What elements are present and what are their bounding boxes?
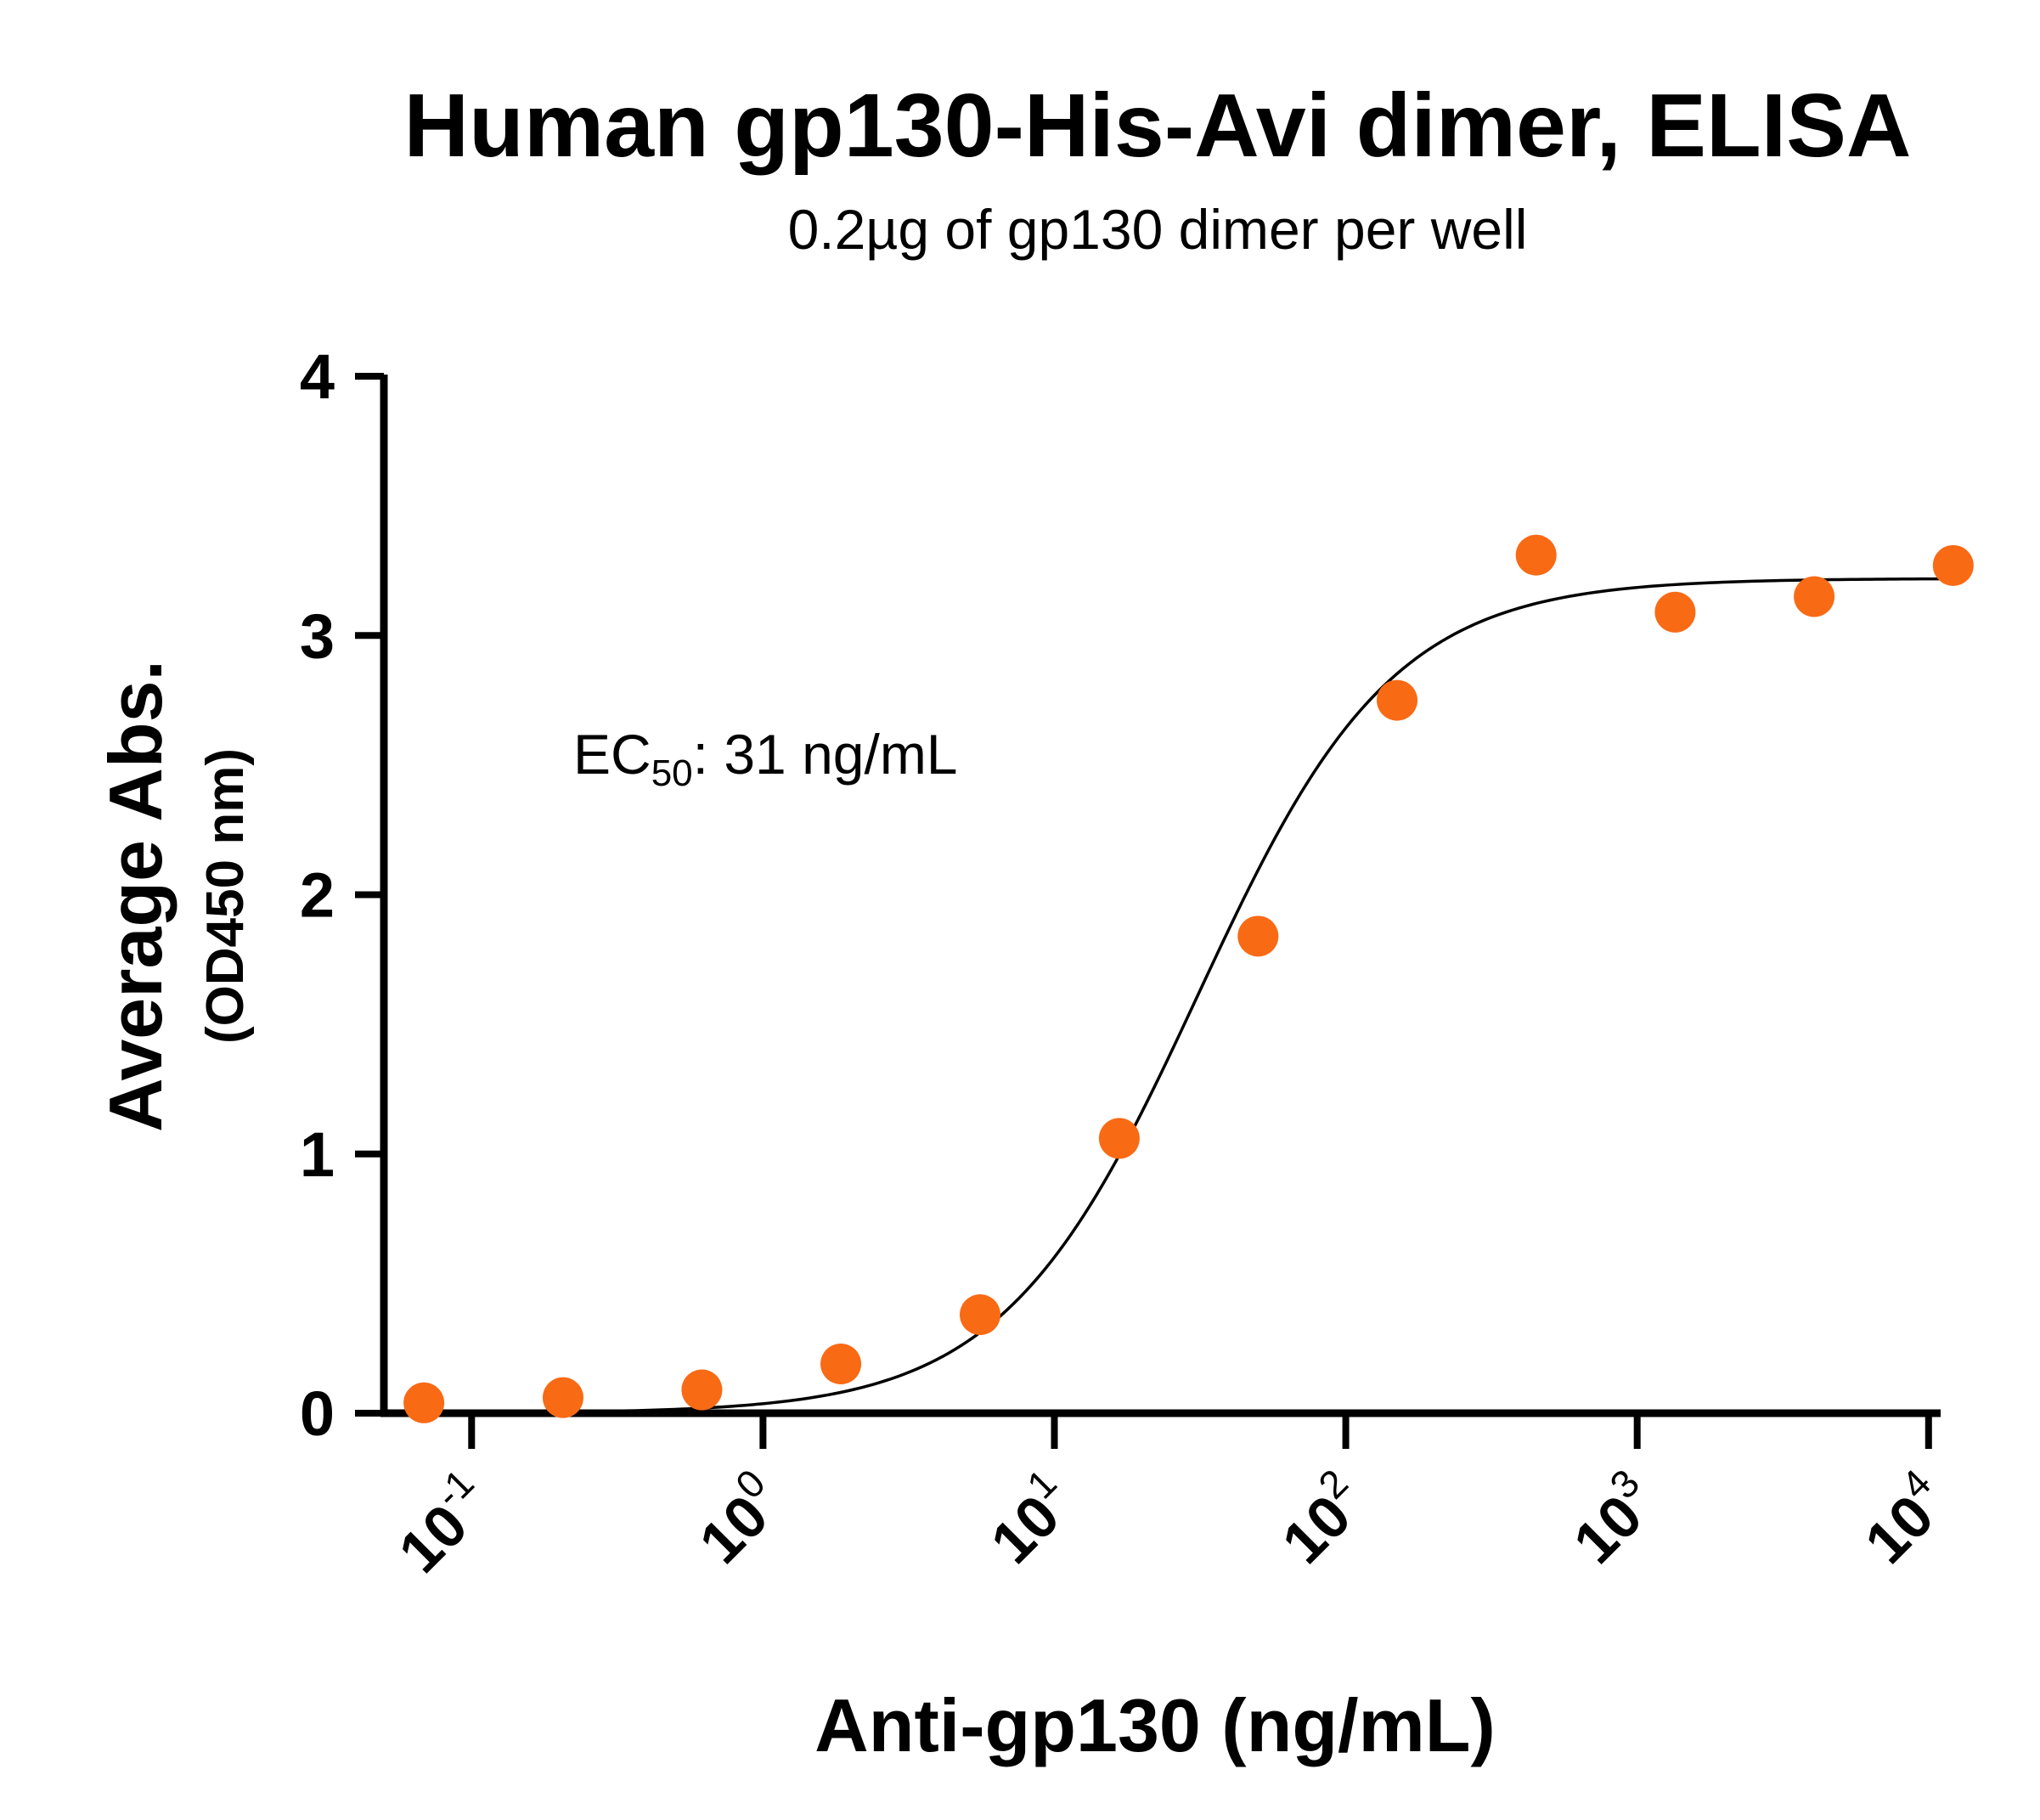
y-tick-label: 1	[300, 1119, 335, 1190]
y-axis-label-group: Average Abs. (OD450 nm)	[93, 660, 255, 1132]
data-point	[1377, 679, 1418, 721]
x-axis-ticks: 10-1 100 101 102 103 104	[380, 1413, 1961, 1586]
chart-title: Human gp130-His-Avi dimer, ELISA	[404, 76, 1912, 176]
data-point	[1932, 544, 1974, 586]
y-axis-ticks: 0 1 2 3 4	[300, 341, 384, 1449]
data-point	[960, 1294, 1001, 1336]
ec50-annotation-prefix: EC	[573, 723, 651, 786]
data-point	[1515, 534, 1557, 576]
x-tick-label-group: 10-1	[380, 1461, 504, 1586]
ec50-annotation-subscript: 50	[651, 752, 693, 794]
chart-subtitle: 0.2µg of gp130 dimer per well	[788, 198, 1528, 261]
x-tick-label: 103	[1554, 1461, 1670, 1576]
data-point	[1654, 591, 1696, 633]
ec50-annotation-value: : 31 ng/mL	[693, 723, 958, 786]
plot-axes	[380, 375, 1941, 1417]
data-point	[820, 1344, 862, 1385]
x-tick-label-group: 102	[1263, 1461, 1378, 1576]
data-points	[403, 534, 1974, 1423]
x-tick-label-group: 100	[680, 1461, 796, 1576]
x-tick-label: 104	[1846, 1461, 1961, 1576]
y-tick-label: 0	[300, 1378, 335, 1449]
data-point	[1237, 916, 1279, 957]
fit-curve	[419, 577, 1953, 1415]
y-axis-sublabel: (OD450 nm)	[196, 748, 255, 1044]
ec50-annotation: EC50: 31 ng/mL	[573, 723, 958, 794]
data-point	[681, 1369, 723, 1411]
data-point	[542, 1377, 583, 1418]
x-tick-label: 100	[680, 1461, 796, 1576]
y-tick-label: 3	[300, 600, 335, 671]
x-tick-label: 10-1	[380, 1461, 504, 1586]
x-tick-label-group: 103	[1554, 1461, 1670, 1576]
data-point	[403, 1382, 445, 1423]
data-point	[1794, 576, 1835, 617]
x-tick-label-group: 104	[1846, 1461, 1961, 1576]
y-axis-label: Average Abs.	[93, 660, 178, 1132]
x-tick-label: 101	[972, 1461, 1087, 1576]
x-tick-label-group: 101	[972, 1461, 1087, 1576]
y-tick-label: 4	[300, 341, 335, 412]
x-axis-label: Anti-gp130 (ng/mL)	[814, 1683, 1496, 1767]
y-tick-label: 2	[300, 860, 335, 931]
data-point	[1098, 1118, 1140, 1159]
x-tick-label: 102	[1263, 1461, 1378, 1576]
